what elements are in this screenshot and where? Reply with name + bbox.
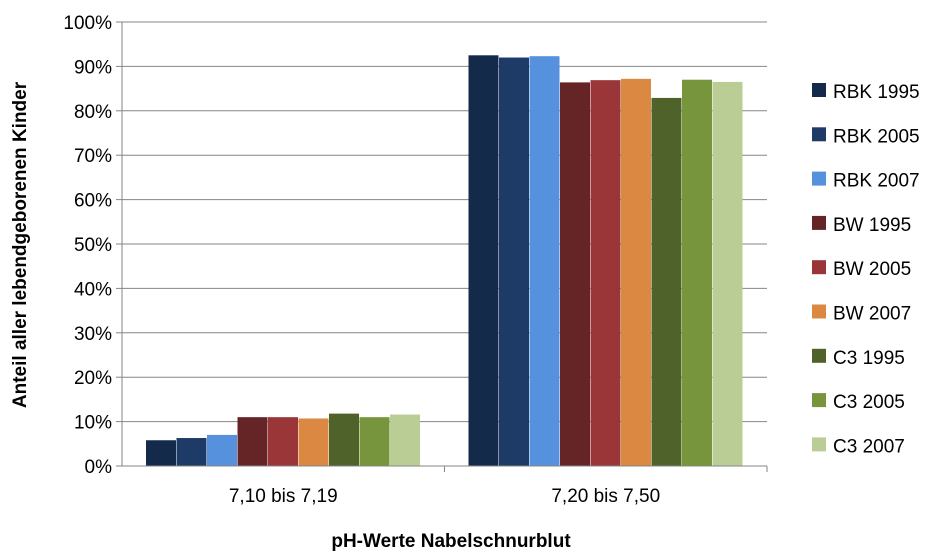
bar (146, 440, 176, 466)
legend-label: C3 1995 (833, 348, 905, 369)
legend-label: BW 2007 (833, 304, 911, 325)
bar (390, 414, 420, 466)
legend-swatch (812, 260, 826, 274)
legend-swatch (812, 305, 826, 319)
bar (469, 55, 499, 466)
legend-swatch (812, 393, 826, 407)
y-tick-label: 60% (74, 191, 112, 212)
y-tick-label: 90% (74, 57, 112, 78)
legend-label: RBK 2007 (833, 171, 920, 192)
x-tick-label: 7,20 bis 7,50 (551, 486, 660, 507)
y-tick-label: 20% (74, 368, 112, 389)
bar (682, 80, 712, 466)
bar (713, 82, 743, 466)
x-tick-labels: 7,10 bis 7,19 7,20 bis 7,50 (229, 486, 660, 507)
legend-swatch (812, 349, 826, 363)
bar (207, 435, 237, 466)
bar (268, 417, 298, 466)
legend-label: C3 2007 (833, 436, 905, 457)
y-tick-label: 50% (74, 235, 112, 256)
y-axis-title: Anteil aller lebendgeborenen Kinder (10, 81, 31, 408)
y-tick-label: 80% (74, 102, 112, 123)
legend-label: RBK 1995 (833, 82, 920, 103)
legend-label: C3 2005 (833, 392, 905, 413)
bar (591, 80, 621, 466)
legend-swatch (812, 437, 826, 451)
legend-swatch (812, 127, 826, 141)
y-tick-label: 100% (63, 13, 112, 34)
bar (560, 82, 590, 466)
bar (177, 438, 207, 466)
bar (329, 414, 359, 466)
y-tick-label: 70% (74, 146, 112, 167)
bar (299, 418, 329, 466)
legend-swatch (812, 172, 826, 186)
x-axis-title: pH-Werte Nabelschnurblut (331, 531, 571, 552)
y-tick-label: 10% (74, 413, 112, 434)
legend-label: BW 2005 (833, 259, 911, 280)
y-tick-labels: 0% 10% 20% 30% 40% 50% 60% 70% 80% 90% 100% (63, 13, 112, 478)
bar (621, 79, 651, 466)
legend-swatch (812, 216, 826, 230)
y-tick-label: 0% (85, 457, 113, 478)
bar (499, 58, 529, 466)
bar (238, 417, 268, 466)
x-tick-label: 7,10 bis 7,19 (229, 486, 338, 507)
y-tick-label: 30% (74, 324, 112, 345)
legend-label: RBK 2005 (833, 126, 920, 147)
legend: RBK 1995 RBK 2005 RBK 2007 BW 1995 BW 2005 BW… (812, 82, 920, 457)
legend-label: BW 1995 (833, 215, 911, 236)
bar (360, 417, 390, 466)
y-tick-label: 40% (74, 279, 112, 300)
bars (146, 55, 743, 466)
legend-swatch (812, 83, 826, 97)
bar (652, 98, 682, 466)
bar (530, 56, 560, 466)
